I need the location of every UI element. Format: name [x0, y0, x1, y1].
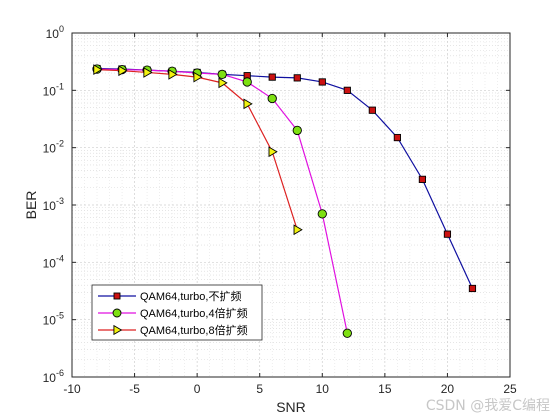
series-marker [242, 77, 252, 87]
series-marker [268, 146, 278, 158]
legend-entry: QAM64,turbo,不扩频 [98, 289, 241, 303]
series-marker [112, 308, 122, 318]
y-tick-label: 10-4 [43, 253, 64, 270]
series-marker [317, 209, 327, 219]
x-tick-label: 0 [194, 382, 201, 396]
watermark: CSDN @我爱C编程 [425, 398, 550, 414]
series-marker [193, 71, 203, 83]
series-marker [118, 65, 128, 77]
series-marker [243, 98, 253, 110]
series-marker [418, 175, 427, 183]
x-tick-label: 25 [503, 382, 517, 396]
series-layer [92, 64, 477, 338]
series-marker [113, 324, 123, 336]
series-marker [393, 133, 401, 142]
x-tick-label: 15 [378, 382, 392, 396]
series-marker [168, 68, 178, 80]
series-marker [293, 224, 303, 236]
series-marker [368, 106, 376, 114]
x-tick-label: 20 [441, 382, 455, 396]
y-tick-label: 10-5 [43, 311, 64, 328]
x-ticks: -10 -5 0 5 10 15 20 25 [63, 33, 517, 396]
series-marker [292, 125, 302, 136]
series-marker [443, 230, 452, 238]
y-tick-label: 10-2 [43, 139, 64, 156]
series-marker [468, 284, 477, 293]
series-marker [318, 78, 326, 86]
y-tick-label: 100 [46, 24, 64, 41]
legend-label: QAM64,turbo,不扩频 [140, 289, 241, 303]
y-tick-label: 10-6 [43, 368, 64, 385]
series-marker [217, 69, 227, 80]
legend: QAM64,turbo,不扩频 QAM64,turbo,4倍扩频 QAM64,tur… [91, 284, 263, 341]
x-tick-label: 5 [256, 382, 263, 396]
y-ticks: 100 10-1 10-2 10-3 10-4 10-5 10-6 [43, 24, 510, 385]
series-marker [113, 292, 121, 300]
x-axis-label: SNR [276, 399, 306, 415]
y-tick-label: 10-1 [43, 81, 64, 98]
x-tick-label: -10 [63, 382, 81, 396]
y-tick-label: 10-3 [43, 196, 64, 213]
series-marker [143, 67, 153, 78]
legend-entry: QAM64,turbo,8倍扩频 [98, 323, 248, 337]
series-marker [293, 74, 301, 82]
legend-entry: QAM64,turbo,4倍扩频 [98, 306, 248, 320]
series-marker [218, 77, 228, 89]
series-marker [343, 86, 351, 94]
x-tick-label: -5 [129, 382, 140, 396]
legend-label: QAM64,turbo,8倍扩频 [140, 323, 248, 337]
series-marker [342, 328, 352, 338]
series-marker [268, 73, 276, 81]
y-axis-label: BER [23, 191, 39, 220]
series-marker [93, 64, 103, 76]
series-3 [93, 64, 303, 236]
x-tick-label: 10 [316, 382, 330, 396]
legend-label: QAM64,turbo,4倍扩频 [140, 306, 248, 320]
series-marker [267, 93, 277, 104]
